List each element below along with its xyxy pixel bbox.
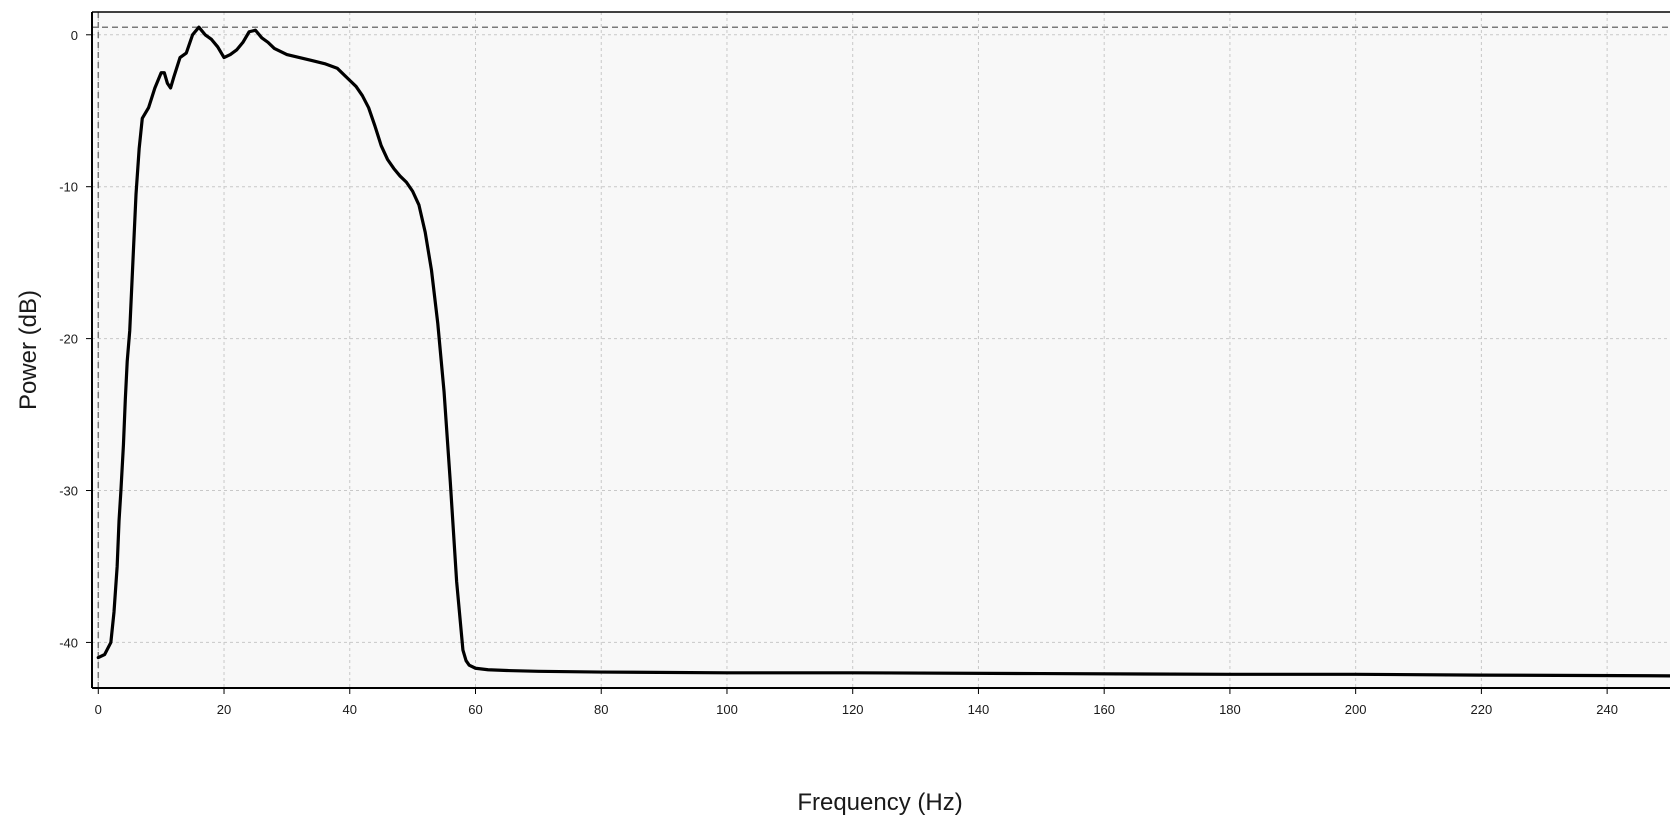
y-tick-label: -30 xyxy=(59,484,78,499)
plot-area xyxy=(92,12,1670,688)
x-axis-title: Frequency (Hz) xyxy=(797,789,962,816)
x-tick-label: 20 xyxy=(217,702,231,717)
y-tick-label: 0 xyxy=(71,28,78,43)
y-tick-label: -40 xyxy=(59,635,78,650)
x-tick-label: 220 xyxy=(1471,702,1493,717)
series-line-0 xyxy=(96,25,1670,678)
x-tick-label: 120 xyxy=(842,702,864,717)
x-tick-label: 200 xyxy=(1345,702,1367,717)
y-tick-label: -10 xyxy=(59,180,78,195)
x-tick-label: 180 xyxy=(1219,702,1241,717)
x-tick-label: 160 xyxy=(1093,702,1115,717)
y-tick-labels: 0 -10 -20 -30 -40 xyxy=(59,28,78,651)
axis-layer xyxy=(86,11,1670,694)
x-tick-label: 80 xyxy=(594,702,608,717)
series-layer xyxy=(96,25,1670,678)
x-tick-label: 240 xyxy=(1596,702,1618,717)
y-axis-title: Power (dB) xyxy=(15,290,42,410)
y-tick-label: -20 xyxy=(59,332,78,347)
x-tick-label: 40 xyxy=(343,702,357,717)
x-tick-label: 60 xyxy=(468,702,482,717)
x-tick-label: 0 xyxy=(95,702,102,717)
x-tick-label: 100 xyxy=(716,702,738,717)
reference-lines xyxy=(92,12,1670,688)
x-tick-labels: 0 20 40 60 80 100 120 140 160 180 200 220 240 xyxy=(95,702,1618,717)
grid-layer xyxy=(92,12,1670,688)
x-tick-label: 140 xyxy=(968,702,990,717)
